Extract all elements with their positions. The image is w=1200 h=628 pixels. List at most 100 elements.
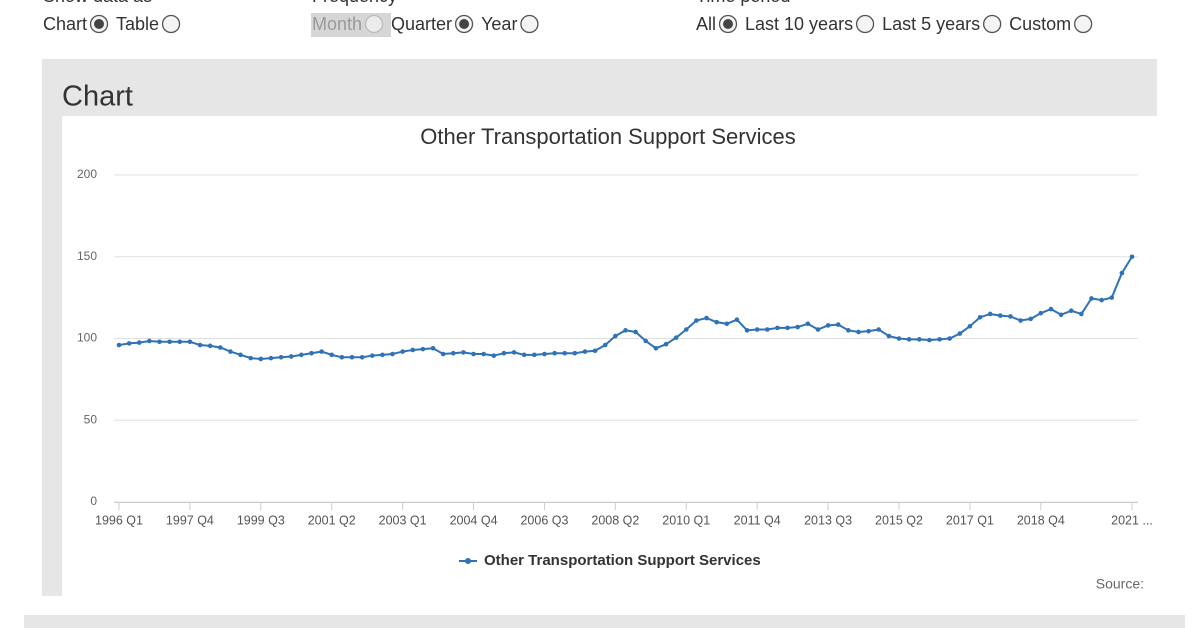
x-tick-label: 2015 Q2 [875, 513, 923, 527]
point [197, 342, 203, 348]
point [947, 336, 952, 341]
point [1038, 310, 1044, 316]
point [136, 340, 142, 345]
point [532, 352, 537, 358]
point [886, 333, 892, 339]
point [430, 346, 436, 351]
point [623, 328, 628, 333]
point [542, 351, 547, 357]
option-label: Last 5 years [882, 14, 980, 34]
point [856, 329, 861, 335]
point [744, 328, 750, 333]
point [613, 333, 618, 339]
point [461, 350, 466, 355]
point [167, 339, 172, 345]
point [116, 342, 122, 348]
point [369, 353, 375, 358]
point [248, 355, 253, 361]
point [309, 350, 314, 356]
point [835, 322, 841, 327]
x-tick-label: 2003 Q1 [379, 513, 427, 527]
radio-button[interactable] [855, 14, 875, 34]
option-label: All [696, 14, 716, 34]
point [471, 351, 476, 357]
radio-button[interactable] [982, 14, 1002, 34]
x-tick-label: 2013 Q3 [804, 513, 852, 527]
x-tick-label: 1996 Q1 [95, 513, 143, 527]
chart-title: Other Transportation Support Services [420, 124, 795, 149]
x-tick-label: 2017 Q1 [946, 513, 994, 527]
x-tick-label: 2010 Q1 [662, 513, 710, 527]
point [734, 317, 740, 322]
point [957, 331, 963, 336]
point [643, 338, 649, 344]
point [562, 350, 568, 356]
point [633, 329, 638, 335]
option-label: Quarter [391, 14, 452, 34]
point [805, 321, 811, 327]
point [927, 337, 932, 343]
point [673, 335, 679, 340]
point [1089, 296, 1094, 301]
point [906, 337, 912, 342]
point [1129, 254, 1135, 260]
point [937, 337, 942, 342]
point [1109, 295, 1115, 300]
control-group-label: Show data as [43, 0, 152, 6]
point [521, 352, 527, 358]
point [420, 346, 426, 352]
point [501, 350, 507, 356]
x-tick-label: 2021 ... [1111, 513, 1153, 527]
point [602, 342, 608, 348]
option-label: Custom [1009, 14, 1071, 34]
point [653, 346, 659, 351]
x-tick-label: 2006 Q3 [520, 513, 568, 527]
point [450, 350, 456, 356]
point [481, 351, 486, 357]
radio-button[interactable] [161, 14, 181, 34]
point [319, 349, 324, 354]
point [147, 338, 152, 344]
point [440, 351, 446, 357]
point [268, 355, 274, 361]
point [1018, 318, 1023, 323]
point [967, 323, 973, 329]
point [1028, 316, 1033, 322]
x-tick-label: 2004 Q4 [450, 513, 498, 527]
legend-dot [465, 558, 471, 564]
radio-button[interactable] [520, 14, 539, 34]
point [825, 323, 831, 328]
option-label: Year [481, 14, 517, 34]
point [896, 336, 902, 341]
x-tick-label: 2011 Q4 [734, 513, 781, 527]
option-label: Last 10 years [745, 14, 853, 34]
point [1119, 270, 1125, 276]
source: Source: [1096, 576, 1144, 592]
point [683, 327, 689, 332]
point [400, 349, 405, 354]
point [207, 343, 213, 349]
point [359, 355, 365, 360]
point [775, 325, 780, 331]
panel-title: Chart [62, 81, 133, 113]
point [228, 349, 233, 354]
radio-button[interactable] [364, 14, 384, 34]
point [846, 328, 851, 333]
point [218, 345, 223, 350]
control-group-label: Time period [696, 0, 790, 6]
point [390, 351, 395, 357]
point [1079, 311, 1084, 317]
radio-button[interactable] [1074, 14, 1093, 34]
point [866, 328, 871, 334]
x-tick-label: 2001 Q2 [308, 513, 356, 527]
point [238, 352, 243, 358]
point [511, 350, 517, 355]
x-tick-label: 2008 Q2 [591, 513, 639, 527]
x-tick-label: 2018 Q4 [1017, 513, 1065, 527]
point [815, 327, 821, 332]
point [572, 350, 578, 356]
point [582, 349, 588, 354]
y-tick-label: 0 [90, 494, 97, 508]
point [785, 325, 790, 331]
